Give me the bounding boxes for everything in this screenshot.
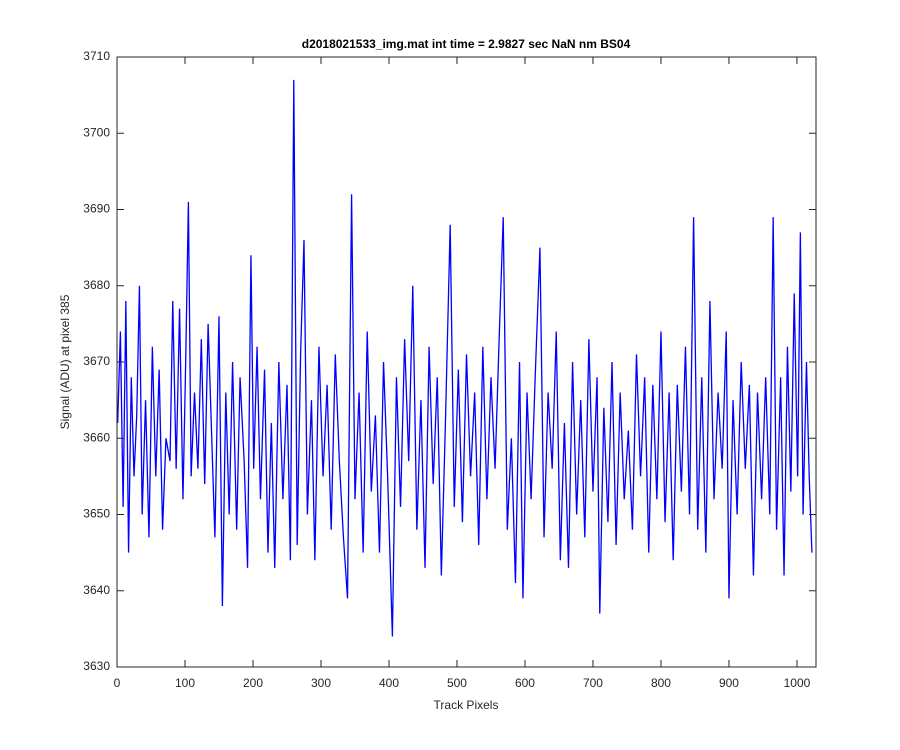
- data-line: [117, 79, 813, 637]
- y-tick-label: 3680: [83, 278, 110, 292]
- y-tick-label: 3690: [83, 202, 110, 216]
- x-tick-label: 600: [515, 676, 535, 690]
- y-tick-label: 3660: [83, 430, 110, 444]
- y-tick-label: 3630: [83, 659, 110, 673]
- x-tick-label: 800: [651, 676, 671, 690]
- y-tick-label: 3650: [83, 507, 110, 521]
- x-tick-label: 100: [175, 676, 195, 690]
- y-tick-label: 3710: [83, 49, 110, 63]
- x-tick-label: 700: [583, 676, 603, 690]
- y-tick-label: 3640: [83, 583, 110, 597]
- x-tick-label: 0: [114, 676, 121, 690]
- y-axis-label: Signal (ADU) at pixel 385: [58, 294, 72, 429]
- x-tick-label: 400: [379, 676, 399, 690]
- x-tick-label: 1000: [784, 676, 811, 690]
- y-tick-label: 3670: [83, 354, 110, 368]
- chart-title: d2018021533_img.mat int time = 2.9827 se…: [302, 37, 631, 51]
- x-tick-label: 200: [243, 676, 263, 690]
- x-axis-label: Track Pixels: [434, 698, 499, 712]
- x-tick-label: 900: [719, 676, 739, 690]
- x-tick-label: 500: [447, 676, 467, 690]
- x-tick-label: 300: [311, 676, 331, 690]
- y-tick-label: 3700: [83, 125, 110, 139]
